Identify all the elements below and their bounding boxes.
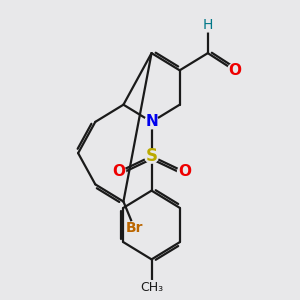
Text: Br: Br <box>126 221 143 235</box>
Circle shape <box>128 221 141 235</box>
Text: O: O <box>112 164 125 179</box>
Text: N: N <box>145 114 158 129</box>
Text: O: O <box>178 164 191 179</box>
Circle shape <box>145 115 158 129</box>
Circle shape <box>145 149 158 163</box>
Circle shape <box>145 280 158 294</box>
Text: CH₃: CH₃ <box>140 281 163 294</box>
Text: S: S <box>146 147 158 165</box>
Circle shape <box>201 18 215 32</box>
Circle shape <box>112 165 126 179</box>
Circle shape <box>227 63 241 77</box>
Circle shape <box>178 165 191 179</box>
Text: O: O <box>228 63 241 78</box>
Text: H: H <box>202 18 213 32</box>
